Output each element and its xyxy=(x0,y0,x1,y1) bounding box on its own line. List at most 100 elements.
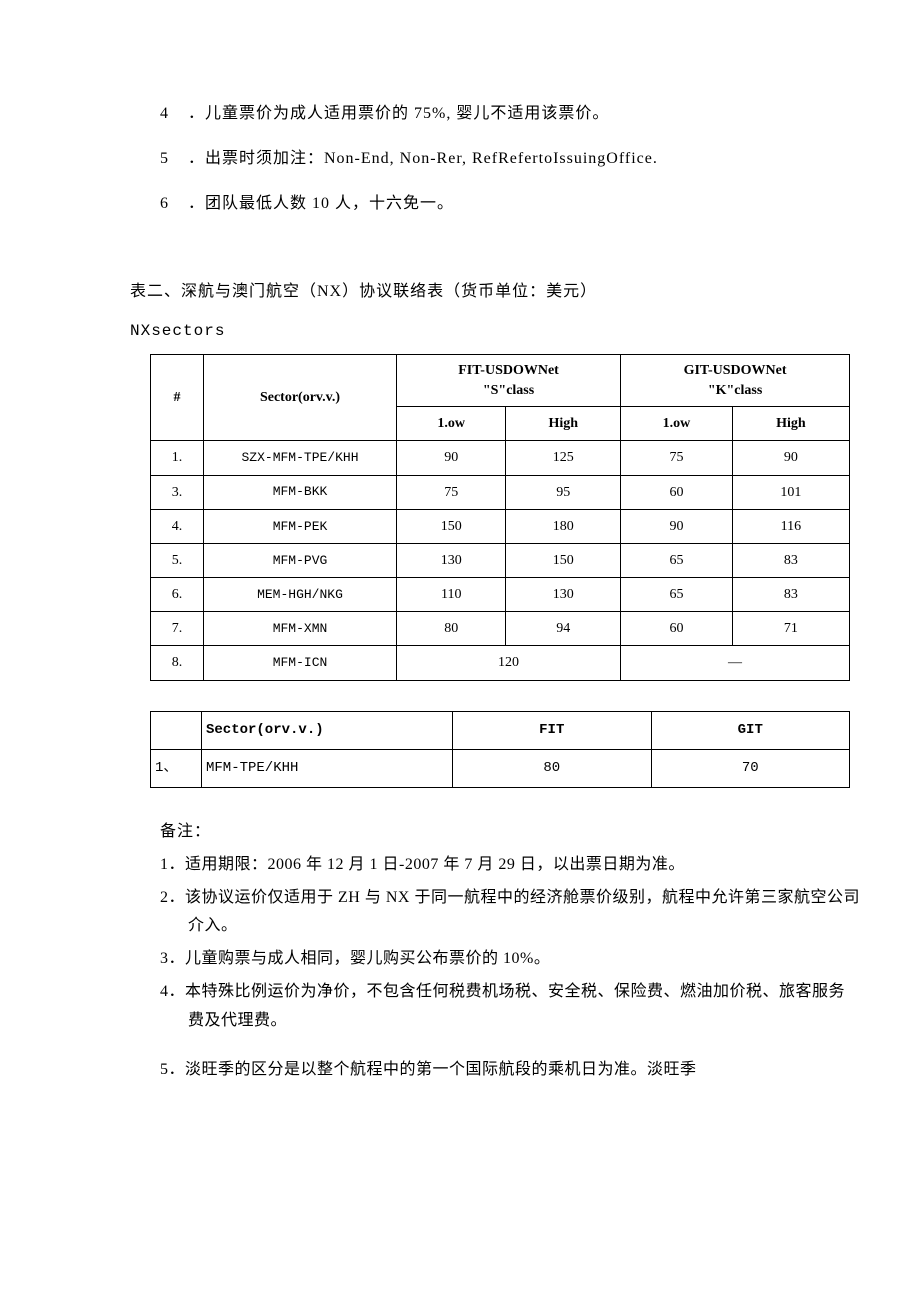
cell-idx: 1. xyxy=(151,441,204,475)
col-blank xyxy=(151,711,202,749)
table-row-merged: 8. MFM-ICN 120 — xyxy=(151,646,850,680)
list-item: 5．出票时须加注：Non-End, Non-Rer, RefRefertoIss… xyxy=(160,145,860,174)
list-text: ．团队最低人数 10 人，十六免一。 xyxy=(188,195,454,212)
table-row: 4. MFM-PEK 150 180 90 116 xyxy=(151,509,850,543)
cell-idx: 5. xyxy=(151,543,204,577)
list-number: 4 xyxy=(160,100,188,129)
note-text: ．儿童购票与成人相同，婴儿购买公布票价的 10%。 xyxy=(169,950,551,967)
col-git-line1: GIT-USDOWNet xyxy=(684,363,787,378)
list-text: ．儿童票价为成人适用票价的 75%, 婴儿不适用该票价。 xyxy=(188,105,609,122)
cell-git-high: 83 xyxy=(732,578,849,612)
cell-sector: MFM-PVG xyxy=(204,543,397,577)
note-text: ．适用期限：2006 年 12 月 1 日-2007 年 7 月 29 日，以出… xyxy=(169,856,685,873)
table2-subtitle: NXsectors xyxy=(130,317,860,346)
note-text: ．本特殊比例运价为净价，不包含任何税费机场税、安全税、保险费、燃油加价税、旅客服… xyxy=(169,983,846,1029)
cell-fit-low: 75 xyxy=(397,475,506,509)
cell-git-low: 60 xyxy=(621,475,733,509)
col-git: GIT xyxy=(651,711,850,749)
list-item: 6．团队最低人数 10 人，十六免一。 xyxy=(160,190,860,219)
col-git-high: High xyxy=(732,407,849,441)
cell-fit-high: 130 xyxy=(506,578,621,612)
note-number: 2 xyxy=(160,889,169,906)
cell-sector: MFM-XMN xyxy=(204,612,397,646)
col-git-low: 1.ow xyxy=(621,407,733,441)
note-text: ．该协议运价仅适用于 ZH 与 NX 于同一航程中的经济舱票价级别，航程中允许第… xyxy=(169,889,860,935)
table-row: 5. MFM-PVG 130 150 65 83 xyxy=(151,543,850,577)
note-text: ．淡旺季的区分是以整个航程中的第一个国际航段的乘机日为准。淡旺季 xyxy=(169,1061,697,1078)
cell-fit-merged: 120 xyxy=(397,646,621,680)
cell-fit-high: 180 xyxy=(506,509,621,543)
cell-idx: 4. xyxy=(151,509,204,543)
table2-title: 表二、深航与澳门航空（NX）协议联络表（货币单位：美元） xyxy=(130,278,860,307)
cell-idx: 1、 xyxy=(151,749,202,787)
cell-fit-low: 90 xyxy=(397,441,506,475)
note-item: 3．儿童购票与成人相同，婴儿购买公布票价的 10%。 xyxy=(160,945,860,974)
note-item: 5．淡旺季的区分是以整个航程中的第一个国际航段的乘机日为准。淡旺季 xyxy=(160,1056,860,1085)
table-row: 6. MEM-HGH/NKG 110 130 65 83 xyxy=(151,578,850,612)
note-number: 4 xyxy=(160,983,169,1000)
col-num: # xyxy=(151,354,204,440)
list-text: ．出票时须加注：Non-End, Non-Rer, RefRefertoIssu… xyxy=(188,150,658,167)
table-row: 7. MFM-XMN 80 94 60 71 xyxy=(151,612,850,646)
col-fit-high: High xyxy=(506,407,621,441)
cell-git-high: 116 xyxy=(732,509,849,543)
note-number: 1 xyxy=(160,856,169,873)
top-list: 4．儿童票价为成人适用票价的 75%, 婴儿不适用该票价。 5．出票时须加注：N… xyxy=(160,100,860,218)
cell-git-low: 90 xyxy=(621,509,733,543)
col-git-line2: "K"class xyxy=(708,383,762,398)
secondary-table: Sector(orv.v.) FIT GIT 1、 MFM-TPE/KHH 80… xyxy=(150,711,850,788)
cell-fit-low: 80 xyxy=(397,612,506,646)
cell-git-low: 65 xyxy=(621,543,733,577)
cell-fit-low: 150 xyxy=(397,509,506,543)
col-fit-line2: "S"class xyxy=(483,383,534,398)
cell-idx: 8. xyxy=(151,646,204,680)
cell-idx: 7. xyxy=(151,612,204,646)
col-fit-group: FIT-USDOWNet "S"class xyxy=(397,354,621,406)
notes-section: 备注： 1．适用期限：2006 年 12 月 1 日-2007 年 7 月 29… xyxy=(160,818,860,1084)
cell-fit-high: 125 xyxy=(506,441,621,475)
list-number: 5 xyxy=(160,145,188,174)
col-sector: Sector(orv.v.) xyxy=(202,711,453,749)
cell-sector: MFM-ICN xyxy=(204,646,397,680)
cell-idx: 6. xyxy=(151,578,204,612)
cell-git-high: 101 xyxy=(732,475,849,509)
notes-title: 备注： xyxy=(160,818,860,847)
col-sector: Sector(orv.v.) xyxy=(204,354,397,440)
table-row: 1、 MFM-TPE/KHH 80 70 xyxy=(151,749,850,787)
cell-fit-high: 94 xyxy=(506,612,621,646)
cell-git-high: 83 xyxy=(732,543,849,577)
cell-git: 70 xyxy=(651,749,850,787)
note-item: 4．本特殊比例运价为净价，不包含任何税费机场税、安全税、保险费、燃油加价税、旅客… xyxy=(160,978,860,1036)
note-item: 1．适用期限：2006 年 12 月 1 日-2007 年 7 月 29 日，以… xyxy=(160,851,860,880)
cell-sector: SZX-MFM-TPE/KHH xyxy=(204,441,397,475)
col-fit: FIT xyxy=(453,711,652,749)
cell-fit-low: 110 xyxy=(397,578,506,612)
cell-sector: MFM-PEK xyxy=(204,509,397,543)
cell-fit-high: 150 xyxy=(506,543,621,577)
list-item: 4．儿童票价为成人适用票价的 75%, 婴儿不适用该票价。 xyxy=(160,100,860,129)
col-fit-line1: FIT-USDOWNet xyxy=(458,363,559,378)
table-body: 1. SZX-MFM-TPE/KHH 90 125 75 90 3. MFM-B… xyxy=(151,441,850,680)
nx-sectors-table: # Sector(orv.v.) FIT-USDOWNet "S"class G… xyxy=(150,354,850,681)
cell-fit-low: 130 xyxy=(397,543,506,577)
note-number: 5 xyxy=(160,1061,169,1078)
cell-fit-high: 95 xyxy=(506,475,621,509)
cell-git-high: 71 xyxy=(732,612,849,646)
cell-idx: 3. xyxy=(151,475,204,509)
cell-git-low: 65 xyxy=(621,578,733,612)
cell-fit: 80 xyxy=(453,749,652,787)
cell-git-high: 90 xyxy=(732,441,849,475)
col-git-group: GIT-USDOWNet "K"class xyxy=(621,354,850,406)
cell-sector: MFM-TPE/KHH xyxy=(202,749,453,787)
cell-sector: MFM-BKK xyxy=(204,475,397,509)
document-page: 4．儿童票价为成人适用票价的 75%, 婴儿不适用该票价。 5．出票时须加注：N… xyxy=(0,0,920,1148)
cell-sector: MEM-HGH/NKG xyxy=(204,578,397,612)
cell-git-low: 75 xyxy=(621,441,733,475)
table-row: 1. SZX-MFM-TPE/KHH 90 125 75 90 xyxy=(151,441,850,475)
table-row: 3. MFM-BKK 75 95 60 101 xyxy=(151,475,850,509)
col-fit-low: 1.ow xyxy=(397,407,506,441)
note-item: 2．该协议运价仅适用于 ZH 与 NX 于同一航程中的经济舱票价级别，航程中允许… xyxy=(160,884,860,942)
cell-git-merged: — xyxy=(621,646,850,680)
list-number: 6 xyxy=(160,190,188,219)
note-number: 3 xyxy=(160,950,169,967)
